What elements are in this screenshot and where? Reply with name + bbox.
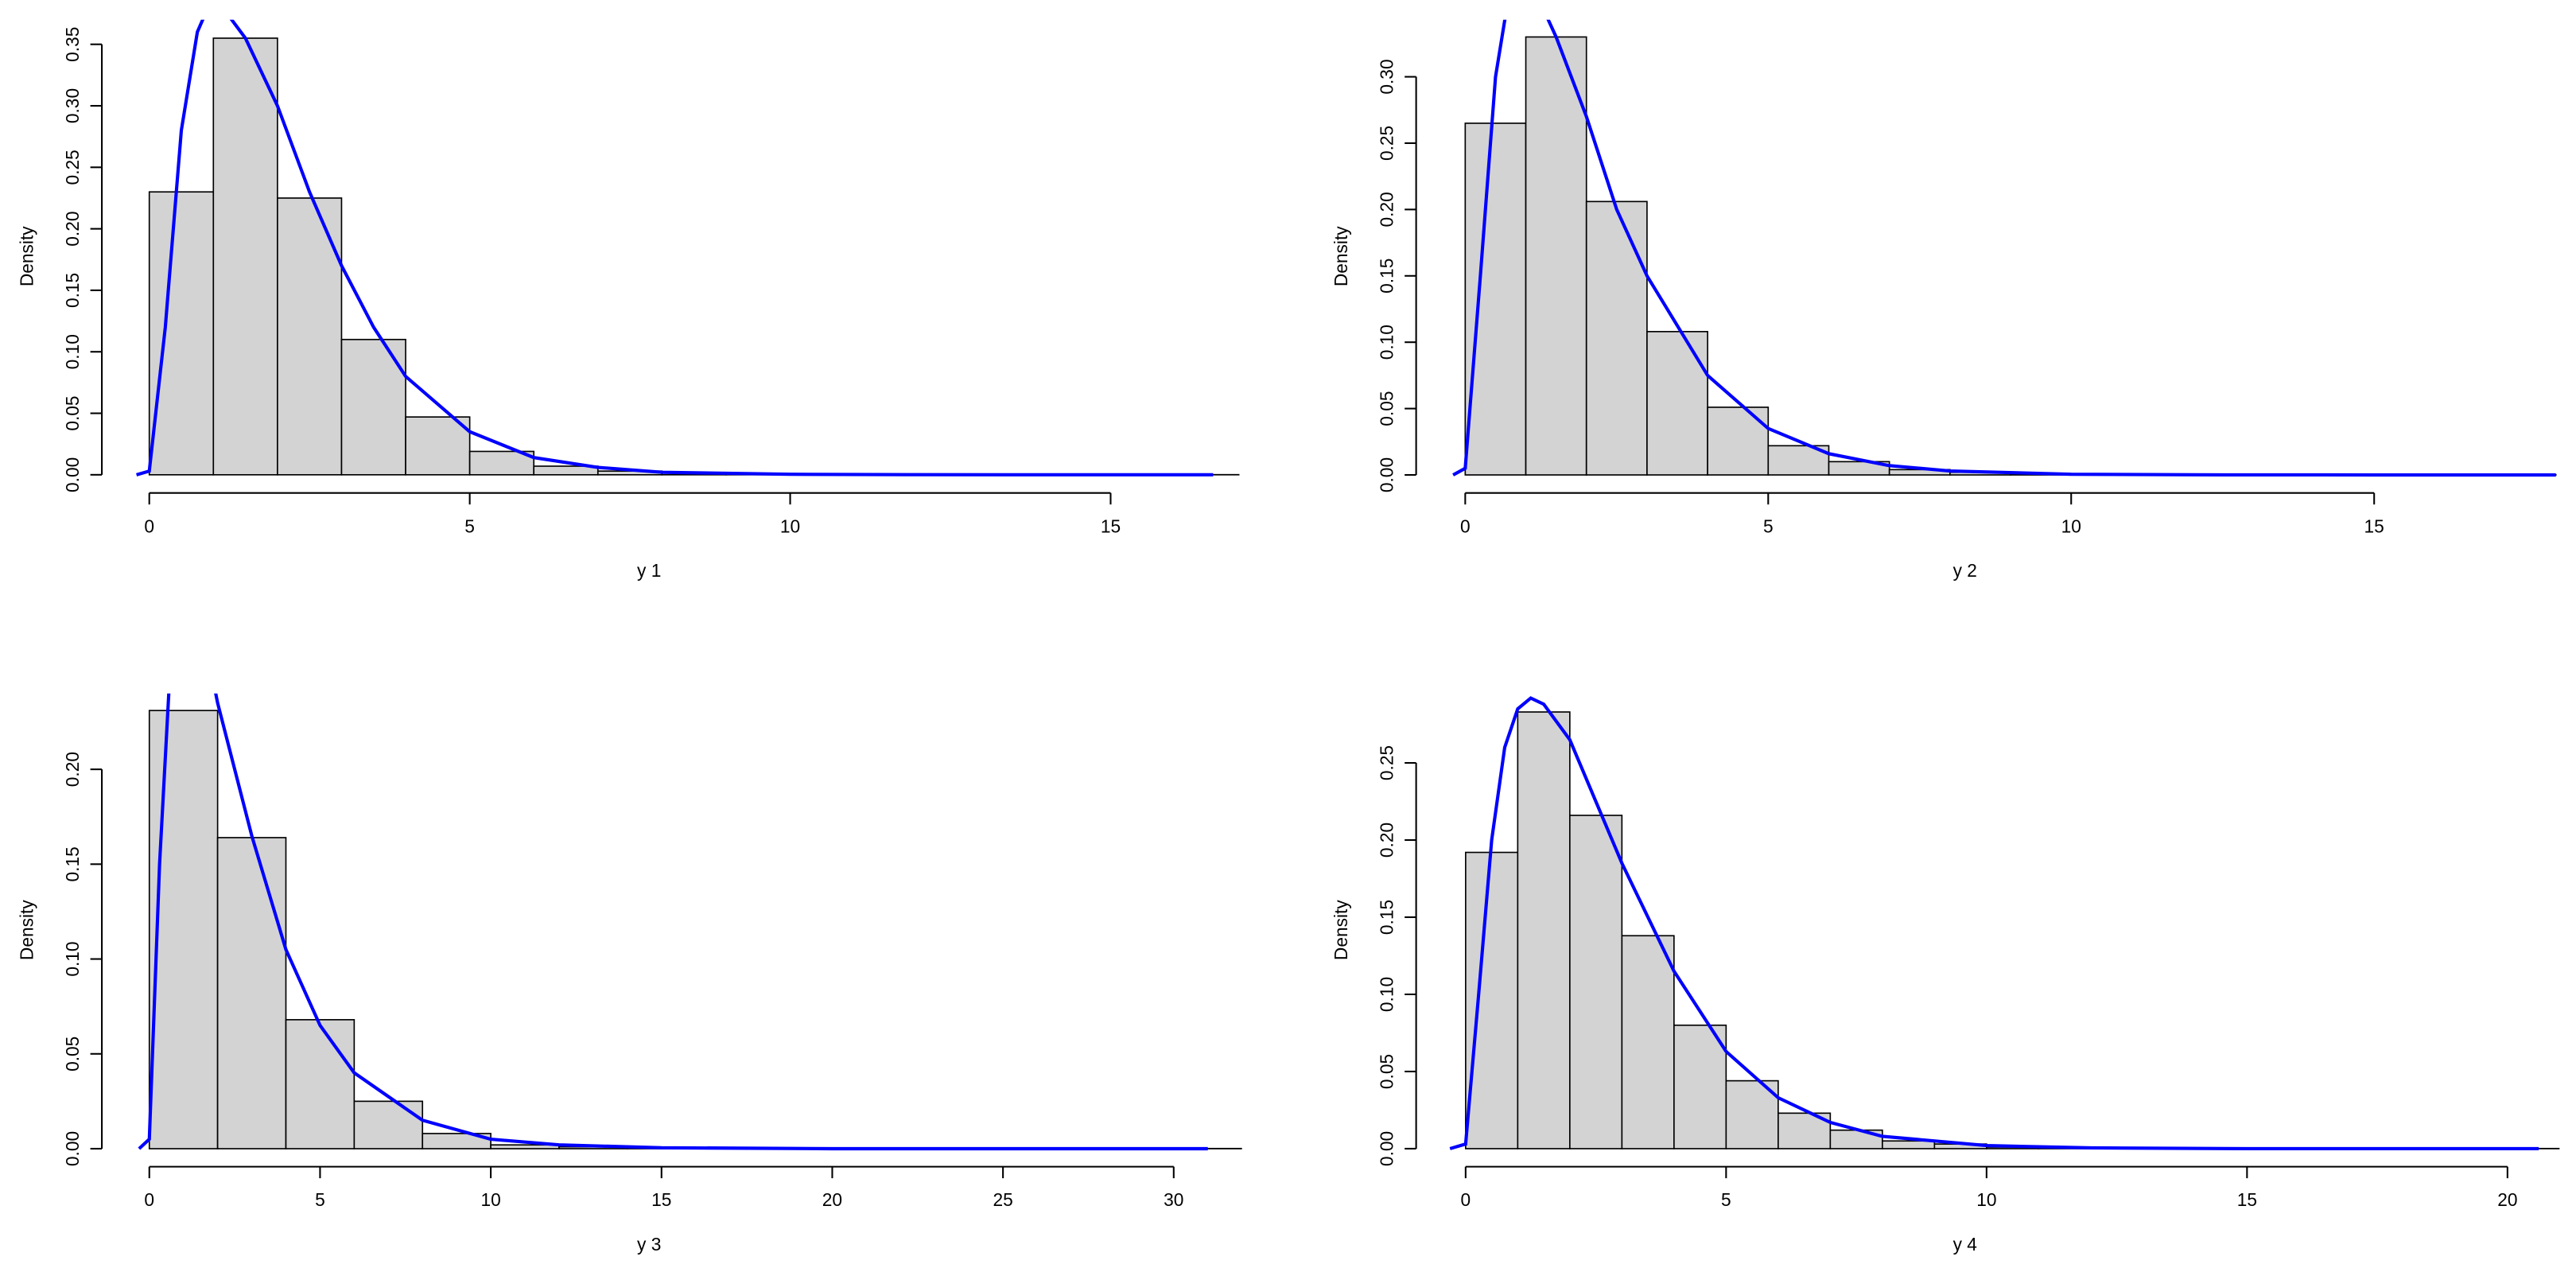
y-tick-label: 0.10 [1377, 977, 1397, 1012]
bar [405, 416, 471, 476]
y-tick-label: 0.10 [1377, 325, 1397, 360]
x-tick-label: 10 [480, 1189, 500, 1210]
panel: 0 5 10 15 20 0.00 0.05 0.10 0.15 0.20 0.25 y 4 Densi… [1331, 696, 2560, 1254]
bar [1465, 851, 1519, 1149]
y-tick-label: 0.00 [1377, 457, 1397, 492]
bar [1585, 200, 1648, 476]
x-tick-label: 20 [2497, 1189, 2517, 1210]
bar [1707, 406, 1770, 476]
bar [1569, 815, 1623, 1149]
y-tick-label: 0.00 [1377, 1131, 1397, 1166]
x-tick-label: 10 [1976, 1189, 1996, 1210]
bar [468, 450, 535, 476]
y-tick-label: 0.00 [62, 457, 83, 492]
panel: 0 5 10 15 0.00 0.05 0.10 0.15 0.20 0.25 0.30 0.35 y … [16, 19, 1240, 581]
bar [1464, 123, 1527, 476]
x-tick-label: 20 [822, 1189, 842, 1210]
y-tick-label: 0.20 [62, 212, 83, 247]
x-tick-label: 10 [780, 515, 800, 536]
density-curve [136, 19, 1214, 477]
bar [1828, 461, 1890, 476]
bar [1882, 1140, 1936, 1149]
panel: 0 5 10 15 20 25 30 0.00 0.05 0.10 0.15 0.20 y 3 Densi… [16, 693, 1242, 1254]
x-tick-label: 5 [315, 1189, 325, 1210]
x-tick-label: 5 [1721, 1189, 1731, 1210]
y-tick-label: 0.20 [1377, 823, 1397, 858]
bar [1673, 1024, 1727, 1149]
y-tick-label: 0.05 [62, 395, 83, 430]
bar [148, 710, 219, 1149]
bar [353, 1100, 424, 1149]
x-tick-label: 0 [1460, 515, 1471, 536]
x-axis-label: y 2 [1953, 560, 1977, 581]
x-tick-label: 5 [464, 515, 475, 536]
y-tick-label: 0.15 [1377, 259, 1397, 294]
y-axis-label: Density [16, 900, 37, 960]
y-tick-label: 0.20 [62, 752, 83, 787]
bar [422, 1133, 491, 1149]
y-tick-label: 0.05 [1377, 1054, 1397, 1089]
y-tick-label: 0.15 [62, 846, 83, 881]
bar [1646, 331, 1708, 476]
bar [1725, 1079, 1779, 1149]
y-tick-label: 0.10 [62, 941, 83, 976]
y-tick-label: 0.15 [1377, 900, 1397, 935]
y-axis-label: Density [1331, 226, 1351, 286]
bar [1621, 935, 1675, 1149]
bar [216, 837, 287, 1149]
y-tick-label: 0.30 [62, 88, 83, 123]
density-curve [1452, 19, 2556, 477]
y-tick-label: 0.35 [62, 27, 83, 62]
x-tick-label: 15 [2364, 515, 2384, 536]
x-tick-label: 25 [993, 1189, 1012, 1210]
y-tick-label: 0.15 [62, 273, 83, 308]
x-axis-label: y 3 [637, 1234, 661, 1254]
y-tick-label: 0.25 [1377, 126, 1397, 161]
x-tick-label: 5 [1763, 515, 1774, 536]
density-curve [1449, 696, 2539, 1151]
y-axis-label: Density [1331, 900, 1351, 960]
y-tick-label: 0.00 [62, 1131, 83, 1166]
bar [285, 1019, 356, 1149]
x-tick-label: 15 [2237, 1189, 2257, 1210]
y-tick-label: 0.20 [1377, 192, 1397, 227]
y-tick-label: 0.05 [1377, 391, 1397, 426]
y-tick-label: 0.10 [62, 334, 83, 369]
bar [1525, 36, 1587, 476]
x-tick-label: 15 [651, 1189, 671, 1210]
x-tick-label: 10 [2061, 515, 2081, 536]
x-tick-label: 0 [1461, 1189, 1471, 1210]
y-axis-label: Density [16, 226, 37, 286]
x-tick-label: 15 [1101, 515, 1121, 536]
y-tick-label: 0.05 [62, 1037, 83, 1072]
x-tick-label: 0 [144, 515, 154, 536]
x-axis-label: y 1 [637, 560, 661, 581]
x-tick-label: 0 [144, 1189, 154, 1210]
bar [148, 191, 215, 476]
panel: 0 5 10 15 0.00 0.05 0.10 0.15 0.20 0.25 0.30 y 2 Den… [1331, 19, 2557, 581]
y-tick-label: 0.30 [1377, 59, 1397, 94]
y-tick-label: 0.25 [62, 150, 83, 185]
density-curve [138, 693, 1208, 1151]
bar [212, 37, 278, 476]
y-tick-label: 0.25 [1377, 745, 1397, 780]
x-axis-label: y 4 [1953, 1234, 1977, 1254]
x-tick-label: 30 [1164, 1189, 1183, 1210]
bar [1517, 711, 1571, 1149]
